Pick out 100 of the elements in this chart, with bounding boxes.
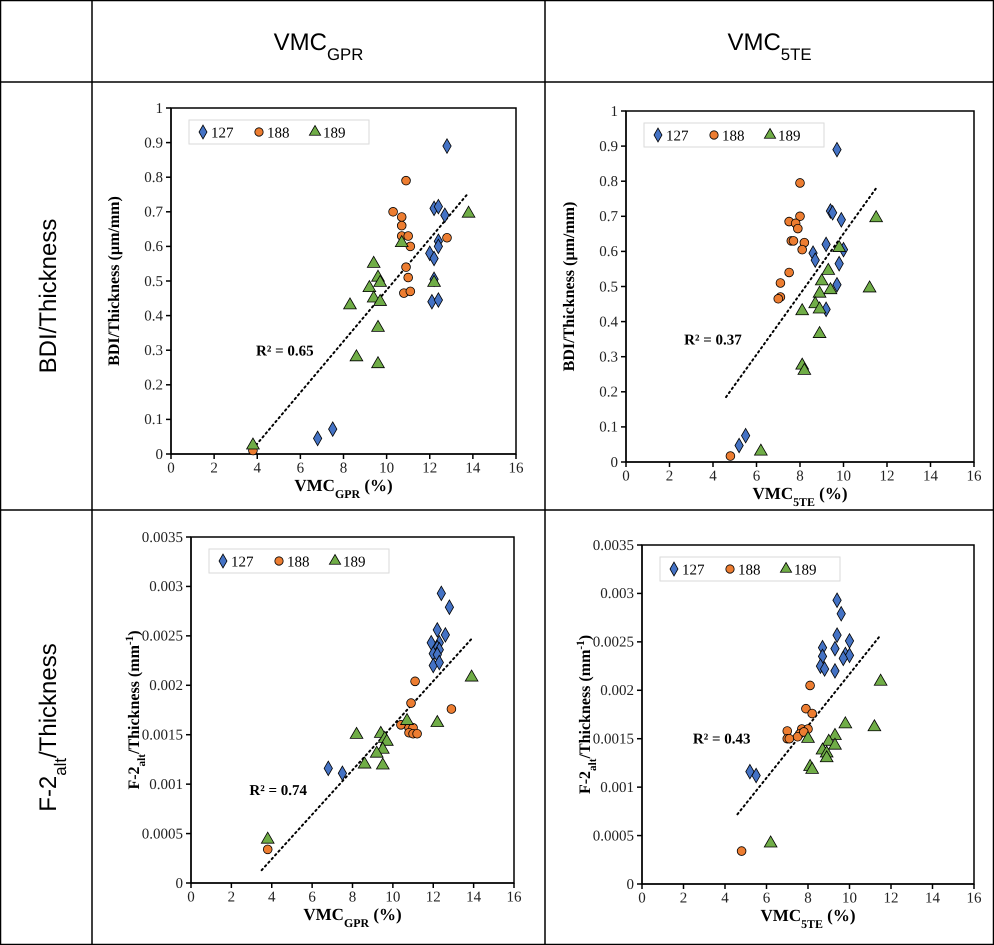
point [784, 268, 794, 278]
y-tick-label: 0.6 [144, 239, 164, 256]
legend-label: 188 [738, 562, 760, 578]
x-tick-label: 6 [752, 468, 761, 485]
point [820, 750, 834, 762]
x-tick-label: 10 [836, 468, 851, 485]
point [801, 704, 811, 714]
x-tick-label: 2 [210, 460, 218, 477]
y-tick-label: 0.9 [144, 135, 163, 152]
point [764, 836, 778, 848]
point [795, 212, 805, 222]
y-tick-label: 0.1 [144, 412, 163, 428]
point [807, 708, 817, 718]
chart-title: VMC$_{5TE}$ [727, 29, 812, 64]
x-tick-label: 8 [348, 890, 356, 906]
y-tick-label: 0.003 [149, 579, 183, 596]
x-tick-label: 12 [426, 890, 441, 906]
point [442, 232, 452, 243]
y-tick-label: 0.0035 [592, 538, 634, 554]
x-tick-label: 14 [465, 460, 481, 477]
x-tick-label: 4 [709, 468, 718, 485]
x-tick-label: 2 [666, 468, 674, 485]
y-tick-label: 0.001 [600, 780, 634, 796]
legend-label: 188 [287, 554, 310, 570]
y-tick-label: 0.0025 [592, 634, 634, 651]
x-tick-label: 8 [796, 468, 804, 485]
x-tick-label: 4 [721, 890, 730, 907]
text: BDI/Thickness [35, 218, 62, 374]
point [795, 178, 805, 188]
point [350, 726, 364, 739]
point [797, 244, 807, 254]
y-tick-label: 0 [156, 446, 163, 463]
x-tick-label: 14 [923, 468, 938, 485]
chart-title: VMC$_{GPR}$ [274, 29, 364, 64]
x-axis-title: VMC$_{GPR}$ (%) [294, 476, 393, 501]
y-tick-label: 0.001 [149, 776, 183, 793]
point [868, 719, 882, 732]
x-tick-label: 16 [506, 890, 522, 906]
legend-label: 127 [666, 128, 689, 144]
y-tick-label: 0.4 [599, 314, 618, 330]
x-tick-label: 2 [228, 890, 236, 906]
point [430, 715, 444, 727]
point [400, 713, 414, 725]
y-tick-label: 0.0025 [142, 628, 183, 645]
legend-label: 189 [794, 562, 816, 578]
point [838, 716, 852, 728]
x-tick-label: 4 [254, 460, 262, 477]
point [406, 286, 416, 296]
x-tick-label: 16 [966, 468, 982, 485]
x-tick-label: 16 [508, 460, 524, 477]
point [874, 674, 888, 686]
y-tick-label: 0.002 [149, 678, 183, 694]
y-tick-label: 0.7 [144, 204, 164, 221]
point [376, 758, 390, 770]
point [828, 738, 842, 750]
point [396, 220, 406, 230]
point [388, 207, 398, 217]
x-axis-title: VMC$_{5TE}$ (%) [752, 484, 848, 509]
point [792, 732, 802, 742]
y-tick-label: 0.7 [599, 209, 618, 226]
x-tick-label: 16 [966, 890, 982, 907]
point [371, 356, 385, 368]
x-tick-label: 6 [296, 460, 305, 477]
legend-label: 188 [267, 125, 290, 142]
y-tick-label: 1 [156, 100, 163, 117]
point [401, 262, 411, 272]
point [260, 832, 274, 844]
point [754, 444, 768, 456]
y-tick-label: 0.0035 [142, 530, 183, 546]
y-tick-label: 0 [626, 876, 634, 893]
y-tick-label: 0.0005 [592, 828, 634, 844]
x-tick-label: 12 [884, 890, 898, 907]
y-tick-label: 0.3 [599, 350, 618, 366]
x-tick-label: 6 [308, 890, 316, 906]
x-tick-label: 4 [268, 890, 276, 906]
point [406, 698, 416, 708]
y-tick-label: 0.3 [144, 343, 163, 359]
x-tick-label: 2 [680, 890, 688, 907]
legend-label: 188 [722, 128, 744, 144]
point [410, 676, 420, 686]
annotation: R² = 0.74 [249, 782, 308, 799]
point [776, 278, 786, 288]
annotation: R² = 0.43 [692, 731, 750, 748]
y-tick-label: 0.002 [600, 683, 634, 700]
y-tick-label: 0.5 [144, 274, 163, 290]
point [403, 231, 413, 241]
point [805, 680, 815, 690]
y-tick-label: 0.0005 [142, 826, 183, 842]
point [246, 438, 260, 450]
x-tick-label: 10 [385, 890, 400, 906]
point [793, 224, 803, 234]
y-tick-label: 0.6 [599, 244, 618, 260]
legend-label: 127 [682, 562, 705, 578]
point [726, 451, 736, 461]
y-axis-title: BDI/Thickness (µm/mm) [106, 196, 123, 366]
y-tick-label: 0.8 [599, 174, 618, 190]
x-tick-label: 8 [804, 890, 812, 907]
y-tick-label: 0.0015 [142, 728, 183, 744]
y-tick-label: 1 [610, 104, 618, 120]
legend-label: 127 [231, 554, 254, 570]
